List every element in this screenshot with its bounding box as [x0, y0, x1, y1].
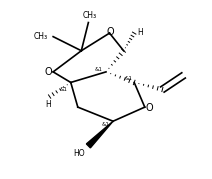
Text: O: O: [145, 103, 153, 113]
Text: &1: &1: [102, 122, 110, 127]
Text: H: H: [45, 100, 51, 109]
Text: CH₃: CH₃: [82, 11, 96, 20]
Text: O: O: [107, 27, 114, 37]
Text: HO: HO: [73, 149, 85, 158]
Text: &1: &1: [60, 87, 68, 92]
Text: CH₃: CH₃: [34, 32, 48, 41]
Text: O: O: [45, 67, 53, 77]
Text: H: H: [137, 28, 143, 37]
Polygon shape: [86, 121, 113, 148]
Text: &1: &1: [125, 76, 133, 81]
Text: &1: &1: [95, 67, 103, 72]
